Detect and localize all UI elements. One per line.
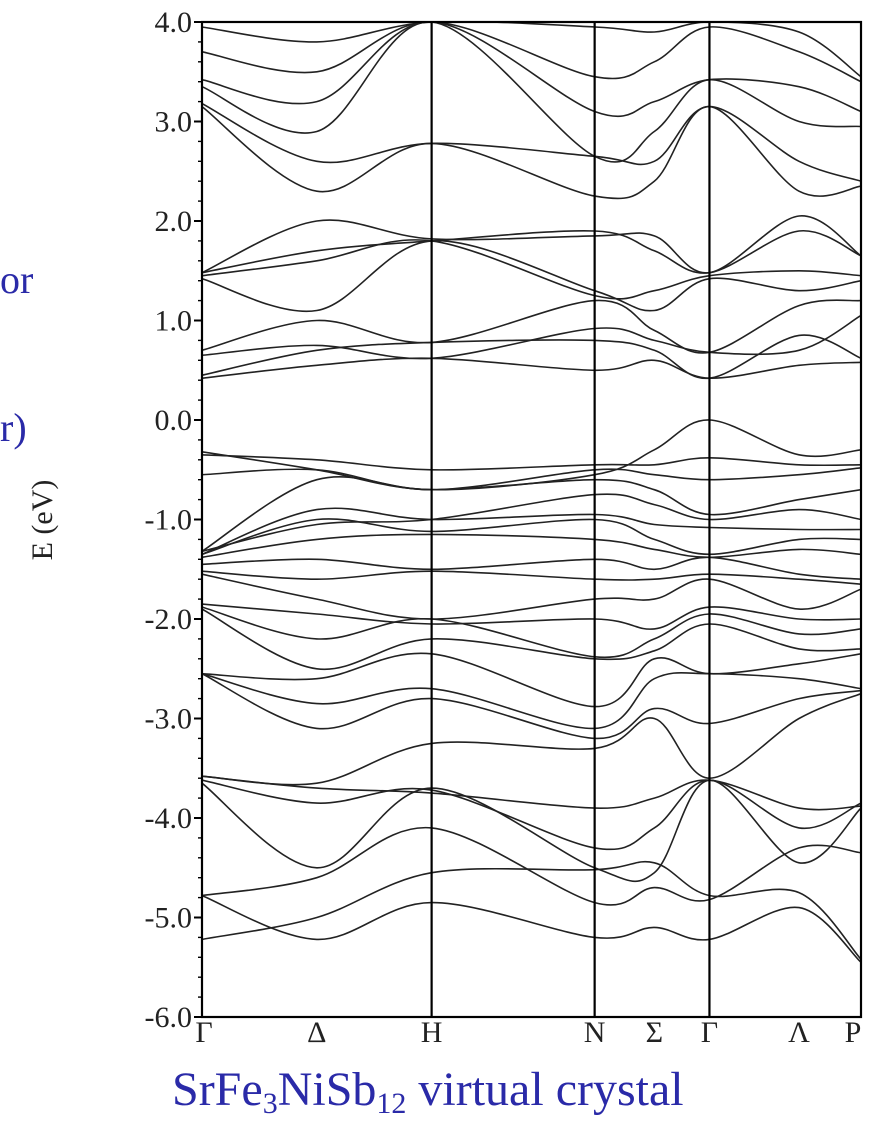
band-line-5 <box>202 779 861 851</box>
band-lines <box>202 22 861 963</box>
band-line-28 <box>202 299 861 354</box>
band-line-9 <box>202 671 861 730</box>
band-line-6 <box>202 775 861 811</box>
y-tick-label: 3.0 <box>155 106 193 139</box>
k-point-label: Γ <box>195 1016 212 1049</box>
y-tick-label: 4.0 <box>155 6 193 39</box>
k-point-label: P <box>845 1016 862 1049</box>
cropped-side-text-2: r) <box>0 405 27 450</box>
band-line-7 <box>202 692 861 786</box>
band-line-33 <box>202 105 861 200</box>
k-point-label: Δ <box>307 1016 326 1049</box>
band-line-1 <box>202 860 861 960</box>
k-point-label: Σ <box>646 1016 663 1049</box>
k-point-label: Λ <box>788 1016 810 1049</box>
band-line-29 <box>202 240 861 313</box>
band-line-24 <box>202 419 861 491</box>
band-line-10 <box>202 652 861 708</box>
band-line-3 <box>202 827 861 906</box>
k-point-label: Γ <box>701 1016 718 1049</box>
figure-caption: SrFe3NiSb12 virtual crystal <box>172 1062 684 1121</box>
y-tick-label: -6.0 <box>145 1001 193 1034</box>
y-axis-ticks: 4.0 3.0 2.0 1.0 0.0 -1.0 -2.0 -3.0 -4.0 -5.0 -6.0 <box>145 6 202 1034</box>
cropped-side-text-1: or <box>0 257 34 302</box>
y-tick-label: -1.0 <box>145 504 193 537</box>
caption-part-3: virtual crystal <box>406 1063 684 1116</box>
band-line-27 <box>202 314 861 360</box>
caption-part-2: NiSb <box>277 1063 377 1116</box>
band-line-14 <box>202 573 861 620</box>
y-axis-label: E (eV) <box>26 480 59 561</box>
caption-part-1: SrFe <box>172 1063 263 1116</box>
y-tick-label: 0.0 <box>155 404 193 437</box>
caption-subscript-2: 12 <box>376 1087 407 1120</box>
y-tick-label: 2.0 <box>155 205 193 238</box>
band-line-25 <box>202 357 861 380</box>
band-line-19 <box>202 507 861 556</box>
k-point-label: N <box>584 1016 606 1049</box>
band-line-34 <box>202 102 861 182</box>
y-tick-label: -3.0 <box>145 703 193 736</box>
band-line-11 <box>202 608 861 671</box>
band-line-31 <box>202 229 861 274</box>
band-line-26 <box>202 334 861 380</box>
band-line-13 <box>202 603 861 630</box>
y-tick-label: -4.0 <box>145 802 193 835</box>
band-line-8 <box>202 672 861 740</box>
band-line-2 <box>202 894 861 963</box>
band-line-30 <box>202 239 861 300</box>
y-tick-label: 1.0 <box>155 305 193 338</box>
k-point-label: H <box>421 1016 443 1049</box>
band-line-4 <box>202 779 861 883</box>
caption-subscript-1: 3 <box>262 1087 278 1120</box>
band-line-15 <box>202 570 861 585</box>
y-tick-label: -5.0 <box>145 902 193 935</box>
band-line-35 <box>202 22 861 163</box>
band-line-38 <box>202 22 861 78</box>
band-line-32 <box>202 215 861 274</box>
y-tick-label: -2.0 <box>145 603 193 636</box>
